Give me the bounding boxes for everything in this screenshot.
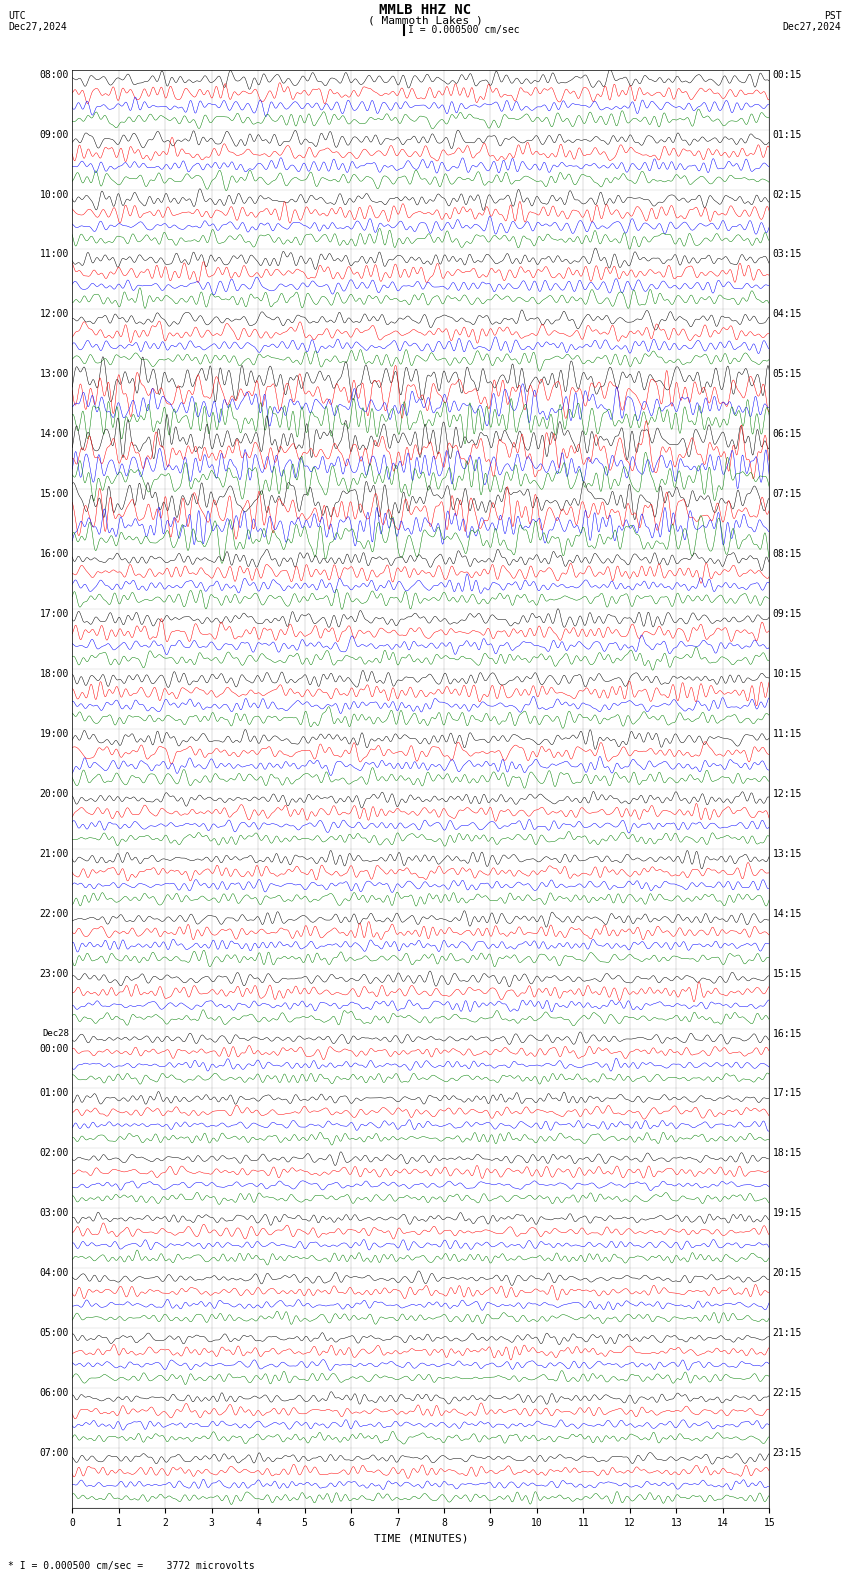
Text: I = 0.000500 cm/sec: I = 0.000500 cm/sec [408, 25, 519, 35]
Text: 01:00: 01:00 [39, 1088, 69, 1098]
Text: 00:15: 00:15 [773, 70, 802, 79]
Text: 14:15: 14:15 [773, 909, 802, 919]
Text: 16:15: 16:15 [773, 1028, 802, 1039]
Text: 12:00: 12:00 [39, 309, 69, 320]
Text: 08:00: 08:00 [39, 70, 69, 79]
X-axis label: TIME (MINUTES): TIME (MINUTES) [373, 1533, 468, 1543]
Text: 11:15: 11:15 [773, 729, 802, 738]
Text: MMLB HHZ NC: MMLB HHZ NC [379, 3, 471, 17]
Text: * I = 0.000500 cm/sec =    3772 microvolts: * I = 0.000500 cm/sec = 3772 microvolts [8, 1562, 255, 1571]
Text: 19:15: 19:15 [773, 1209, 802, 1218]
Text: 02:15: 02:15 [773, 190, 802, 200]
Text: 17:15: 17:15 [773, 1088, 802, 1098]
Text: 22:15: 22:15 [773, 1388, 802, 1399]
Text: 09:00: 09:00 [39, 130, 69, 139]
Text: 15:00: 15:00 [39, 489, 69, 499]
Text: 00:00: 00:00 [39, 1044, 69, 1053]
Text: 15:15: 15:15 [773, 968, 802, 979]
Text: 07:15: 07:15 [773, 489, 802, 499]
Text: 04:15: 04:15 [773, 309, 802, 320]
Text: 18:15: 18:15 [773, 1148, 802, 1158]
Text: 13:00: 13:00 [39, 369, 69, 379]
Text: 14:00: 14:00 [39, 429, 69, 439]
Text: 05:00: 05:00 [39, 1327, 69, 1338]
Text: 10:15: 10:15 [773, 668, 802, 680]
Text: 20:15: 20:15 [773, 1269, 802, 1278]
Text: PST: PST [824, 11, 842, 21]
Text: 05:15: 05:15 [773, 369, 802, 379]
Text: 03:00: 03:00 [39, 1209, 69, 1218]
Text: 20:00: 20:00 [39, 789, 69, 798]
Text: 03:15: 03:15 [773, 250, 802, 260]
Text: 07:00: 07:00 [39, 1448, 69, 1457]
Text: 01:15: 01:15 [773, 130, 802, 139]
Text: Dec27,2024: Dec27,2024 [8, 22, 67, 32]
Text: 13:15: 13:15 [773, 849, 802, 859]
Text: 12:15: 12:15 [773, 789, 802, 798]
Text: 09:15: 09:15 [773, 608, 802, 619]
Text: 11:00: 11:00 [39, 250, 69, 260]
Text: UTC: UTC [8, 11, 26, 21]
Text: 18:00: 18:00 [39, 668, 69, 680]
Text: 22:00: 22:00 [39, 909, 69, 919]
Text: 06:00: 06:00 [39, 1388, 69, 1399]
Text: 21:00: 21:00 [39, 849, 69, 859]
Text: 21:15: 21:15 [773, 1327, 802, 1338]
Text: 08:15: 08:15 [773, 550, 802, 559]
Text: Dec27,2024: Dec27,2024 [783, 22, 842, 32]
Text: 17:00: 17:00 [39, 608, 69, 619]
Text: Dec28: Dec28 [42, 1028, 69, 1038]
Text: 10:00: 10:00 [39, 190, 69, 200]
Text: ( Mammoth Lakes ): ( Mammoth Lakes ) [367, 16, 483, 25]
Text: 19:00: 19:00 [39, 729, 69, 738]
Text: 04:00: 04:00 [39, 1269, 69, 1278]
Text: 02:00: 02:00 [39, 1148, 69, 1158]
Text: 06:15: 06:15 [773, 429, 802, 439]
Text: 23:00: 23:00 [39, 968, 69, 979]
Text: 16:00: 16:00 [39, 550, 69, 559]
Text: 23:15: 23:15 [773, 1448, 802, 1457]
